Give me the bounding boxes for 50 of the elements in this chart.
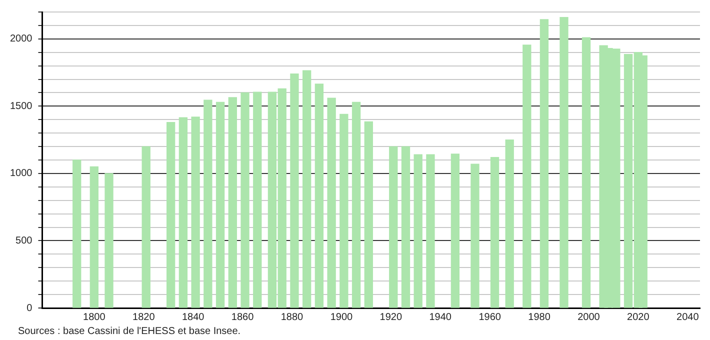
bar (490, 156, 500, 308)
bar (104, 173, 114, 308)
x-tick-label: 1900 (330, 312, 354, 323)
bar (426, 154, 435, 308)
bar (505, 139, 514, 308)
x-tick-label: 1860 (231, 312, 254, 323)
bar (90, 166, 99, 308)
bar (582, 37, 591, 308)
x-tick-label: 1800 (83, 312, 106, 323)
bar (290, 74, 299, 308)
bar (228, 97, 237, 308)
x-tick-label: 2020 (627, 312, 650, 323)
bar (327, 98, 336, 308)
bar (72, 160, 82, 308)
x-tick-label: 2000 (578, 312, 600, 323)
bar (522, 44, 532, 308)
y-tick-label: 0 (26, 302, 33, 314)
bar (216, 102, 225, 308)
bar (340, 114, 348, 308)
x-tick-label: 1920 (380, 312, 402, 323)
x-tick-label: 1940 (429, 312, 452, 323)
x-tick-label: 1980 (528, 312, 551, 323)
y-tick-label: 1500 (10, 100, 33, 112)
bar (253, 92, 262, 308)
bar (470, 164, 480, 308)
y-tick-label: 1000 (10, 168, 33, 180)
bar (540, 19, 549, 308)
y-tick-label: 2000 (10, 34, 33, 45)
bar (450, 154, 460, 308)
x-tick-label: 2040 (676, 312, 700, 323)
y-tick-label: 500 (16, 235, 33, 246)
bar (314, 84, 324, 308)
x-tick-label: 1820 (132, 312, 156, 323)
bar (142, 146, 150, 308)
bar (560, 17, 568, 308)
bar (204, 100, 212, 308)
bar (191, 116, 200, 308)
bar (401, 146, 410, 308)
source-note: Sources : base Cassini de l'EHESS et base Insee. (18, 326, 241, 337)
bar (414, 154, 422, 308)
bar (178, 117, 188, 308)
bar (352, 102, 361, 308)
bar (302, 70, 312, 308)
x-tick-label: 1960 (478, 312, 502, 323)
x-tick-label: 1840 (182, 312, 205, 323)
x-tick-label: 1880 (280, 312, 304, 323)
bar (240, 92, 250, 308)
bar (166, 122, 176, 308)
bar (364, 121, 373, 308)
bar (389, 146, 398, 308)
